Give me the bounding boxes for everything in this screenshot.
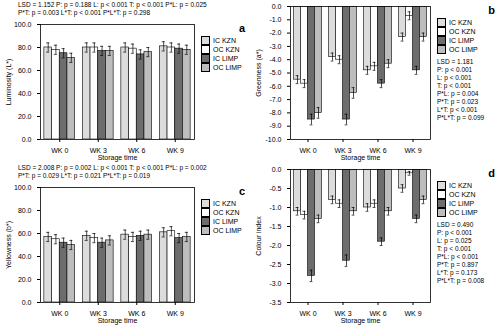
svg-text:-2.0: -2.0	[269, 29, 281, 36]
html-text:IC LIMP: IC LIMP	[449, 200, 475, 207]
svg-text:-5.0: -5.0	[269, 69, 281, 76]
html-text:P*T: p = 0.029 L*T: p = 0.021: P*T: p = 0.029 L*T: p = 0.021 P*L*T: p =…	[18, 172, 151, 179]
svg-text:WK 0: WK 0	[299, 310, 316, 317]
html-text:P*L*T: p = 0.008: P*L*T: p = 0.008	[437, 277, 485, 284]
svg-text:WK 6: WK 6	[369, 147, 387, 155]
svg-text:-0.5: -0.5	[269, 185, 281, 192]
html-text:L: p < 0.001: L: p < 0.001	[437, 74, 472, 81]
html-text:IC KZN: IC KZN	[449, 182, 472, 189]
svg-text:-7.0: -7.0	[269, 96, 281, 103]
html-text:OC KZN: OC KZN	[213, 46, 240, 53]
svg-text:WK 3: WK 3	[89, 310, 107, 318]
svg-text:WK 9: WK 9	[404, 310, 421, 317]
html-text:c: c	[238, 185, 245, 197]
svg-text:-10.0: -10.0	[266, 136, 282, 143]
svg-text:0.0: 0.0	[272, 166, 282, 173]
html-text:IC KZN: IC KZN	[213, 200, 236, 207]
html-text:P*T: p = 0.897: P*T: p = 0.897	[437, 261, 478, 268]
html-text:IC KZN: IC KZN	[449, 19, 472, 26]
html-text:a: a	[238, 22, 245, 34]
svg-text:Luminosity (L*): Luminosity (L*)	[5, 59, 13, 106]
svg-text:-1.0: -1.0	[269, 204, 281, 211]
svg-text:-4.0: -4.0	[269, 56, 281, 63]
svg-text:40.0: 40.0	[18, 90, 32, 97]
html-text:OC LIMP: OC LIMP	[213, 64, 242, 71]
svg-text:Yellowness (b*): Yellowness (b*)	[5, 221, 13, 269]
svg-text:-2.5: -2.5	[269, 261, 281, 268]
svg-text:0.0: 0.0	[22, 299, 32, 306]
html-text:LSD = 0.490: LSD = 0.490	[437, 221, 474, 228]
svg-text:80.0: 80.0	[18, 207, 32, 214]
svg-text:60.0: 60.0	[18, 67, 32, 74]
svg-text:Storage time: Storage time	[341, 154, 381, 162]
html-text:P*L*T: p = 0.099: P*L*T: p = 0.099	[437, 114, 485, 121]
html-text:IC KZN: IC KZN	[213, 37, 236, 44]
svg-text:Storage time: Storage time	[341, 317, 381, 325]
html-text:OC LIMP: OC LIMP	[449, 46, 478, 53]
svg-text:WK 0: WK 0	[299, 147, 316, 154]
svg-text:0.0: 0.0	[272, 3, 282, 10]
svg-text:-8.0: -8.0	[269, 109, 281, 116]
html-text:P*T: p = 0.023: P*T: p = 0.023	[437, 98, 478, 105]
html-text:OC KZN: OC KZN	[449, 191, 476, 198]
svg-text:WK 9: WK 9	[167, 310, 184, 317]
svg-text:WK 9: WK 9	[404, 147, 421, 154]
html-text:LSD = 2.008 P: p = 0.002 L: p: LSD = 2.008 P: p = 0.002 L: p < 0.001 T:…	[18, 164, 207, 171]
svg-text:-3.0: -3.0	[269, 280, 281, 287]
svg-text:WK 6: WK 6	[128, 147, 146, 155]
html-text:OC KZN: OC KZN	[449, 28, 476, 35]
svg-text:-1.5: -1.5	[269, 223, 281, 230]
html-text:L: p = 0.025: L: p = 0.025	[437, 237, 472, 244]
html-text:L*T: p < 0.001: L*T: p < 0.001	[437, 106, 478, 113]
html-text:OC LIMP: OC LIMP	[449, 209, 478, 216]
html-text:T: p < 0.001: T: p < 0.001	[437, 245, 472, 252]
svg-text:Storage time: Storage time	[98, 154, 138, 162]
html-text:T: p < 0.001: T: p < 0.001	[437, 82, 472, 89]
html-text:P*L: p < 0.001: P*L: p < 0.001	[437, 253, 479, 260]
html-text:IC LIMP: IC LIMP	[449, 37, 475, 44]
svg-text:-3.0: -3.0	[269, 43, 281, 50]
svg-text:-9.0: -9.0	[269, 122, 281, 129]
html-text:IC LIMP: IC LIMP	[213, 55, 239, 62]
html-text:d: d	[488, 167, 495, 179]
svg-text:WK 3: WK 3	[89, 147, 107, 155]
svg-text:WK 9: WK 9	[167, 147, 184, 154]
html-text:P: p < 0.001: P: p < 0.001	[437, 229, 473, 236]
html-text:LSD = 1.152 P: p = 0.188 L: p: LSD = 1.152 P: p = 0.188 L: p < 0.001 T:…	[18, 1, 207, 8]
svg-text:WK 6: WK 6	[128, 310, 146, 318]
svg-text:-3.5: -3.5	[269, 299, 281, 306]
svg-text:60.0: 60.0	[18, 230, 32, 237]
svg-text:-1.0: -1.0	[269, 16, 281, 23]
svg-text:Greenness (a*): Greenness (a*)	[255, 49, 263, 96]
svg-text:Storage time: Storage time	[98, 317, 138, 325]
svg-text:WK 3: WK 3	[334, 147, 352, 155]
svg-text:20.0: 20.0	[18, 276, 32, 283]
svg-text:WK 6: WK 6	[369, 310, 387, 318]
svg-text:100.0: 100.0	[14, 184, 32, 191]
svg-text:WK 3: WK 3	[334, 310, 352, 318]
html-text:OC KZN: OC KZN	[213, 209, 240, 216]
html-text:OC LIMP: OC LIMP	[213, 227, 242, 234]
svg-text:100.0: 100.0	[14, 21, 32, 28]
svg-text:WK 0: WK 0	[51, 310, 68, 317]
html-text:P: p < 0.001: P: p < 0.001	[437, 66, 473, 73]
html-text:P*T: p = 0.003 L*T: p < 0.001: P*T: p = 0.003 L*T: p < 0.001 P*L*T: p =…	[18, 9, 151, 16]
svg-text:0.0: 0.0	[22, 136, 32, 143]
html-text:IC LIMP: IC LIMP	[213, 218, 239, 225]
svg-text:-2.0: -2.0	[269, 242, 281, 249]
html-text:P*L: p = 0.004: P*L: p = 0.004	[437, 90, 479, 97]
svg-text:20.0: 20.0	[18, 113, 32, 120]
svg-text:-6.0: -6.0	[269, 83, 281, 90]
svg-text:80.0: 80.0	[18, 44, 32, 51]
svg-text:WK 0: WK 0	[51, 147, 68, 154]
html-text:L*T: p = 0.173: L*T: p = 0.173	[437, 269, 478, 276]
svg-text:40.0: 40.0	[18, 253, 32, 260]
svg-text:Colour index: Colour index	[255, 216, 262, 256]
html-text:LSD = 1.181: LSD = 1.181	[437, 58, 474, 65]
html-text:b: b	[488, 4, 495, 16]
